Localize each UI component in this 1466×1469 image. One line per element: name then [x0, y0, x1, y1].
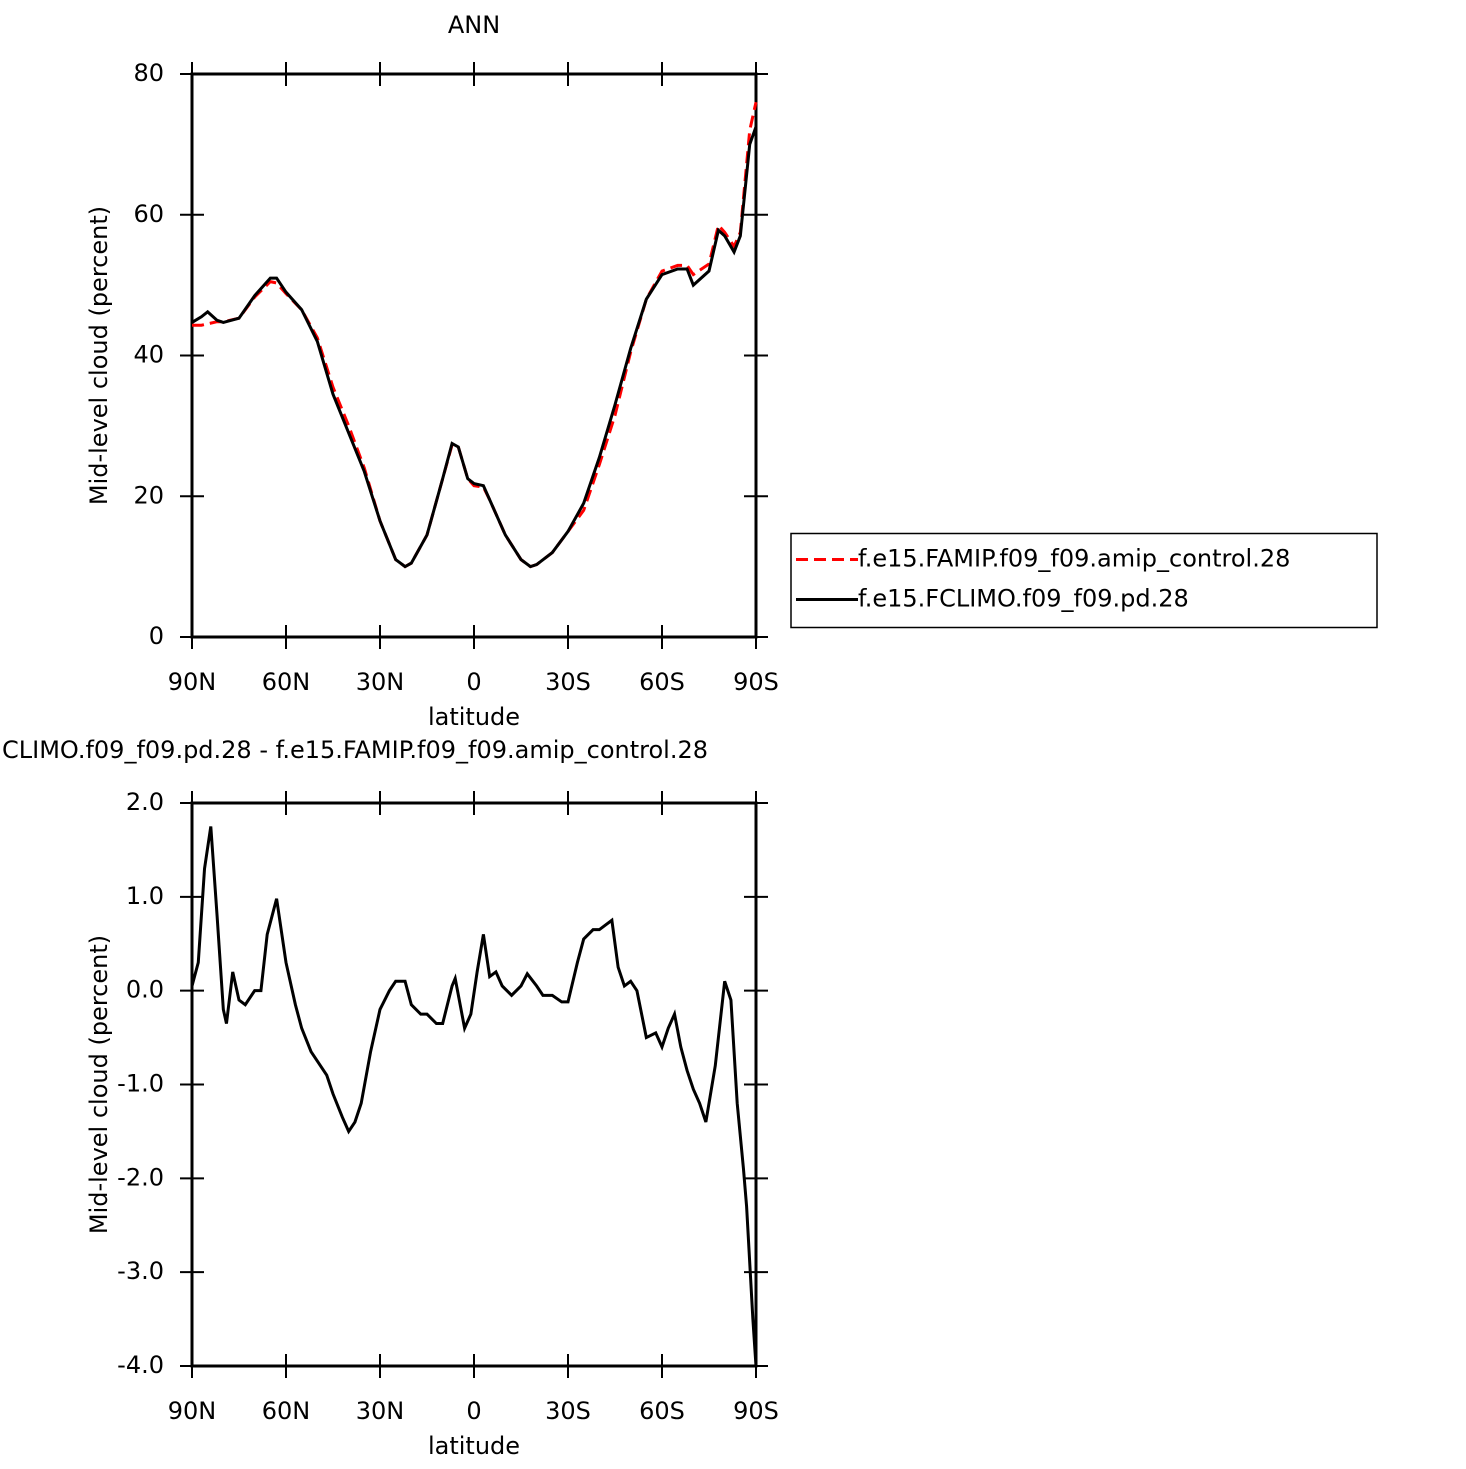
- y-tick-label: -3.0: [117, 1257, 164, 1285]
- x-tick-label: 60S: [639, 1397, 685, 1425]
- x-tick-label: 90N: [168, 668, 217, 696]
- y-tick-label: 0.0: [126, 976, 164, 1004]
- plot-frame: [190, 801, 758, 1368]
- plot-frame: [190, 72, 758, 639]
- chart-title: CLIMO.f09_f09.pd.28 - f.e15.FAMIP.f09_f0…: [2, 736, 708, 764]
- x-tick-label: 30S: [545, 1397, 591, 1425]
- legend-label: f.e15.FAMIP.f09_f09.amip_control.28: [858, 545, 1290, 573]
- data-line: [190, 826, 758, 1367]
- y-tick-label: 60: [133, 200, 164, 228]
- x-tick-label: 90S: [733, 668, 779, 696]
- y-tick-label: 40: [133, 341, 164, 369]
- x-tick-label: 90N: [168, 1397, 217, 1425]
- y-tick-label: -2.0: [117, 1163, 164, 1191]
- legend-label: f.e15.FCLIMO.f09_f09.pd.28: [858, 585, 1189, 613]
- legend-box: [790, 532, 1378, 629]
- x-tick-label: 30S: [545, 668, 591, 696]
- x-tick-label: 60S: [639, 668, 685, 696]
- x-tick-label: 0: [466, 668, 481, 696]
- y-axis-label: Mid-level cloud (percent): [85, 206, 113, 505]
- x-tick-label: 0: [466, 1397, 481, 1425]
- y-tick-label: 1.0: [126, 882, 164, 910]
- y-tick-label: -4.0: [117, 1351, 164, 1379]
- x-axis-label: latitude: [428, 1432, 520, 1460]
- data-line: [191, 126, 758, 569]
- y-tick-label: -1.0: [117, 1070, 164, 1098]
- x-tick-label: 90S: [733, 1397, 779, 1425]
- chart-title: ANN: [448, 11, 500, 39]
- y-axis-label: Mid-level cloud (percent): [85, 935, 113, 1234]
- x-tick-label: 30N: [356, 1397, 405, 1425]
- x-tick-label: 30N: [356, 668, 405, 696]
- x-tick-label: 60N: [262, 1397, 311, 1425]
- y-tick-label: 20: [133, 481, 164, 509]
- data-line: [192, 101, 758, 569]
- x-tick-label: 60N: [262, 668, 311, 696]
- y-tick-label: 80: [133, 59, 164, 87]
- y-tick-label: 2.0: [126, 788, 164, 816]
- x-axis-label: latitude: [428, 703, 520, 731]
- y-tick-label: 0: [149, 622, 164, 650]
